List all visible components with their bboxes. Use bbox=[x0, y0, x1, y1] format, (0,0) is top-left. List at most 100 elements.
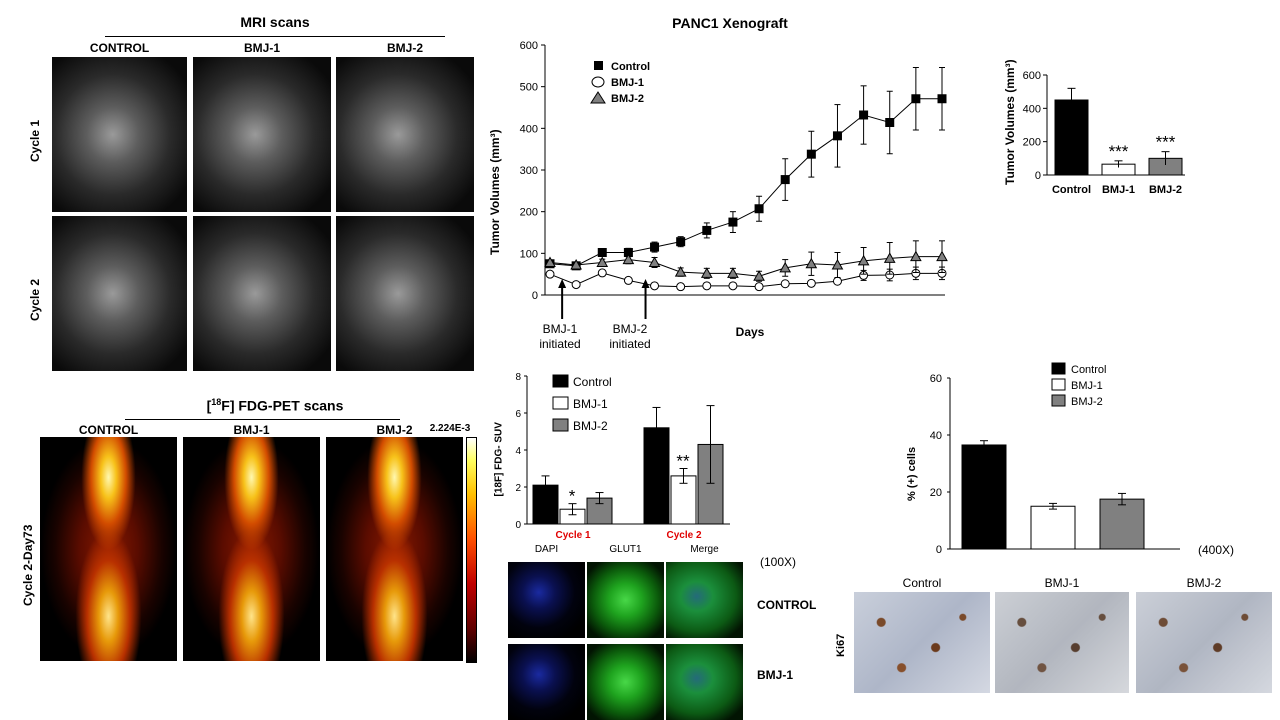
suv-bar-bmj1 bbox=[670, 475, 697, 525]
ki67-y-tick-label: 60 bbox=[930, 373, 942, 385]
xeno-legend-marker-bmj2 bbox=[590, 91, 606, 104]
if-image-bmj1-merge bbox=[666, 644, 743, 720]
ki67-magnification: (400X) bbox=[1198, 543, 1235, 557]
xeno-legend-label-bmj1: BMJ-1 bbox=[611, 77, 644, 89]
mri-row-cycle2: Cycle 2 bbox=[28, 278, 42, 321]
mri-image-bmj1-cycle2 bbox=[193, 216, 331, 371]
suv-sig-cycle2: ** bbox=[676, 452, 690, 471]
xeno-point-bmj2 bbox=[753, 270, 765, 281]
mri-col-control: CONTROL bbox=[89, 41, 150, 55]
suv-legend-marker-control bbox=[552, 374, 569, 388]
small-bar-cat-control: Control bbox=[1052, 184, 1091, 196]
small-bar-sig-bmj1: *** bbox=[1109, 142, 1129, 161]
ki67-bar-bmj1 bbox=[1030, 505, 1076, 550]
xeno-legend-label-bmj2: BMJ-2 bbox=[611, 93, 644, 105]
xeno-point-bmj2 bbox=[648, 256, 661, 267]
ki67-bar-control bbox=[961, 444, 1007, 550]
suv-legend-label-bmj1: BMJ-1 bbox=[573, 397, 608, 411]
suv-legend-label-control: Control bbox=[573, 375, 612, 389]
xeno-point-bmj1 bbox=[676, 282, 686, 292]
xeno-point-bmj1 bbox=[754, 282, 764, 292]
if-image-control-dapi bbox=[508, 562, 585, 638]
ki67-image-bmj2 bbox=[1136, 592, 1272, 693]
small-bar-y-tick-label: 600 bbox=[1023, 70, 1041, 82]
small-bar-y-tick-label: 200 bbox=[1023, 137, 1041, 149]
pet-image-bmj2 bbox=[326, 437, 463, 661]
pet-scale-max: 2.224E-3 bbox=[429, 423, 471, 434]
pet-divider bbox=[125, 419, 400, 420]
pet-col-bmj1: BMJ-1 bbox=[233, 423, 270, 437]
xeno-point-bmj2 bbox=[936, 250, 948, 262]
small-bar-chart: 0 200 400 600 Control *** BMJ-1 *** BMJ-2 bbox=[1023, 70, 1185, 196]
pet-title: [18F] FDG-PET scans bbox=[206, 397, 344, 414]
ki67-y-tick-label: 0 bbox=[936, 544, 942, 556]
xeno-arrow1-label: BMJ-1 initiated bbox=[539, 322, 581, 351]
pet-row-label: Cycle 2-Day73 bbox=[21, 524, 35, 606]
if-image-control-merge bbox=[666, 562, 743, 638]
mri-col-bmj2: BMJ-2 bbox=[386, 41, 423, 55]
xeno-arrow2-label: BMJ-2 initiated bbox=[609, 322, 651, 351]
xeno-point-bmj1 bbox=[806, 278, 816, 288]
mri-image-bmj2-cycle2 bbox=[336, 216, 474, 371]
xeno-y-tick-label: 200 bbox=[520, 207, 538, 219]
if-magnification: (100X) bbox=[760, 555, 797, 569]
ki67-image-bmj1 bbox=[995, 592, 1129, 693]
suv-y-tick-label: 8 bbox=[515, 372, 521, 383]
pet-color-scale bbox=[466, 437, 477, 663]
xeno-point-bmj2 bbox=[544, 256, 556, 267]
suv-cycle-label-1: Cycle 1 bbox=[555, 530, 590, 541]
ki67-row-label: Ki67 bbox=[835, 633, 847, 657]
xeno-point-control bbox=[780, 175, 790, 185]
pet-image-bmj1 bbox=[183, 437, 320, 661]
ki67-y-tick-label: 40 bbox=[930, 430, 942, 442]
pet-image-control bbox=[40, 437, 177, 661]
mri-col-bmj1: BMJ-1 bbox=[243, 41, 280, 55]
ki67-col-bmj2: BMJ-2 bbox=[1186, 576, 1222, 590]
suv-cycle-label-2: Cycle 2 bbox=[666, 530, 701, 541]
pet-col-bmj2: BMJ-2 bbox=[376, 423, 413, 437]
xeno-legend-marker-control bbox=[594, 61, 603, 70]
xeno-point-bmj2 bbox=[700, 267, 713, 278]
suv-y-tick-label: 2 bbox=[515, 483, 521, 494]
xeno-point-bmj1 bbox=[728, 281, 738, 291]
xeno-arrow-bmj2-head bbox=[641, 279, 650, 288]
xeno-point-bmj1 bbox=[832, 276, 842, 286]
suv-y-tick-label: 4 bbox=[515, 446, 521, 457]
mri-image-bmj1-cycle1 bbox=[193, 57, 331, 212]
mri-divider bbox=[105, 36, 445, 37]
xeno-y-tick-label: 100 bbox=[520, 248, 538, 260]
suv-sig-cycle1: * bbox=[569, 487, 576, 506]
if-row-control: CONTROL bbox=[757, 598, 817, 612]
xeno-legend-label-control: Control bbox=[611, 61, 650, 73]
xeno-point-control bbox=[885, 118, 895, 127]
if-row-bmj1: BMJ-1 bbox=[757, 668, 794, 682]
suv-legend-marker-bmj2 bbox=[552, 418, 569, 432]
ki67-chart: 0 20 40 60 Control BMJ-1 BMJ-2 bbox=[930, 362, 1180, 556]
xeno-y-tick-label: 400 bbox=[520, 123, 538, 135]
xeno-y-tick-label: 300 bbox=[520, 165, 538, 177]
if-image-bmj1-dapi bbox=[508, 644, 585, 720]
ki67-legend-marker-bmj2 bbox=[1051, 394, 1066, 407]
xeno-y-tick-label: 600 bbox=[520, 40, 538, 52]
suv-legend-marker-bmj1 bbox=[552, 396, 569, 410]
xeno-point-bmj1 bbox=[702, 281, 712, 291]
xeno-point-control bbox=[859, 110, 869, 120]
pet-col-control: CONTROL bbox=[78, 423, 139, 437]
xeno-point-bmj2 bbox=[883, 252, 896, 263]
xeno-point-control bbox=[911, 94, 921, 104]
xeno-title: PANC1 Xenograft bbox=[672, 15, 788, 31]
xeno-point-bmj2 bbox=[596, 256, 609, 267]
small-bar-y-tick-label: 0 bbox=[1035, 170, 1041, 182]
xeno-line-bmj2 bbox=[549, 256, 942, 277]
mri-image-control-cycle2 bbox=[52, 216, 187, 371]
xeno-y-tick-label: 500 bbox=[520, 82, 538, 94]
xeno-point-bmj2 bbox=[805, 257, 818, 269]
small-bar-control bbox=[1054, 99, 1089, 176]
small-bar-y-tick-label: 400 bbox=[1023, 103, 1041, 115]
mri-row-cycle1: Cycle 1 bbox=[28, 119, 42, 162]
if-image-bmj1-glut1 bbox=[587, 644, 664, 720]
ki67-y-tick-label: 20 bbox=[930, 487, 942, 499]
suv-y-tick-label: 0 bbox=[515, 520, 521, 531]
ki67-legend-label-bmj2: BMJ-2 bbox=[1071, 396, 1103, 408]
